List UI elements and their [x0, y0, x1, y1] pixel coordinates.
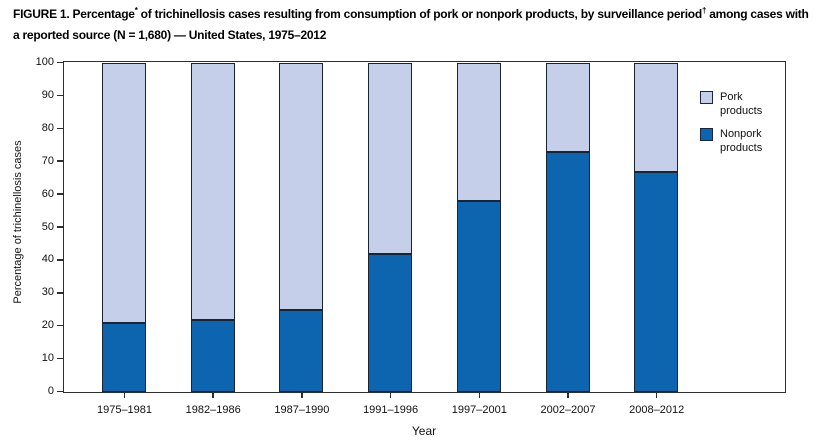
legend-item-pork: Pork products [700, 90, 780, 118]
y-tick-label: 80 [41, 121, 54, 134]
y-tick-mark [57, 193, 63, 195]
bar-segment-pork-products [190, 63, 235, 320]
y-tick-mark [57, 390, 63, 393]
y-tick-label: 40 [41, 253, 54, 266]
bar-segment-pork-products [102, 63, 146, 323]
y-tick-label: 100 [35, 56, 54, 68]
y-tick-mark [57, 160, 63, 162]
y-tick-mark [57, 357, 63, 360]
x-category-label: 2008–2012 [629, 404, 685, 416]
legend-label-nonpork: Nonpork products [720, 128, 763, 154]
y-tick-mark [57, 292, 63, 294]
x-category-label: 1997–2001 [451, 404, 507, 416]
bar-segment-pork-products [279, 63, 324, 310]
bar-segment-nonpork-products [456, 201, 501, 392]
legend-label-pork: Pork products [720, 91, 763, 117]
x-tick-mark [567, 393, 569, 398]
y-tick-label: 30 [41, 286, 54, 299]
x-category-label: 2002–2007 [540, 404, 596, 416]
figure-title-seg3: among cases with a reported source (N = … [13, 7, 809, 42]
y-tick-label: 0 [47, 385, 54, 397]
y-tick-mark [57, 94, 63, 97]
x-category-label: 1975–1981 [96, 404, 153, 416]
x-tick-mark [389, 393, 392, 398]
bar-segment-nonpork-products [279, 309, 324, 392]
bar-segment-pork-products [545, 63, 590, 152]
x-tick-mark [478, 393, 481, 398]
x-tick-mark [655, 393, 658, 398]
bar-1991–1996 [368, 62, 413, 392]
nonpork-swatch-icon [700, 128, 713, 141]
y-tick-label: 50 [41, 220, 54, 233]
y-tick-mark [57, 226, 63, 228]
plot-area [63, 61, 786, 393]
x-axis-title: Year [411, 424, 437, 438]
y-tick-mark [57, 127, 63, 130]
figure-title-seg2: of trichinellosis cases resulting from c… [137, 7, 703, 21]
y-tick-label: 70 [41, 154, 54, 167]
bar-2002–2007 [545, 62, 590, 392]
y-tick-mark [57, 259, 63, 261]
bar-1975–1981 [102, 62, 146, 392]
x-category-label: 1982–1986 [185, 404, 241, 416]
x-category-label: 1991–1996 [363, 404, 419, 416]
x-tick-mark [301, 393, 303, 398]
x-category-label: 1987–1990 [274, 404, 330, 416]
bar-segment-nonpork-products [102, 322, 146, 392]
dagger-superscript: † [701, 6, 707, 15]
y-tick-label: 10 [41, 352, 54, 365]
y-tick-label: 90 [41, 88, 54, 101]
figure-title-seg1: FIGURE 1. Percentage [13, 7, 135, 21]
bar-1997–2001 [456, 62, 501, 392]
bar-segment-nonpork-products [634, 171, 679, 392]
y-tick-label: 60 [41, 187, 54, 200]
x-tick-mark [212, 393, 214, 398]
pork-swatch-icon [700, 91, 713, 104]
bar-segment-nonpork-products [545, 151, 590, 392]
bar-1987–1990 [279, 62, 324, 392]
figure-title: FIGURE 1. Percentage* of trichinellosis … [13, 4, 813, 46]
bar-segment-pork-products [634, 63, 679, 172]
y-tick-mark [57, 61, 63, 64]
bar-segment-pork-products [456, 63, 501, 202]
bar-2008–2012 [634, 62, 679, 392]
y-tick-mark [57, 324, 63, 327]
bar-segment-nonpork-products [368, 253, 413, 392]
legend-item-nonpork: Nonpork products [700, 127, 780, 155]
bar-segment-nonpork-products [190, 319, 235, 392]
y-tick-label: 20 [41, 319, 54, 332]
x-tick-mark [123, 393, 126, 398]
legend: Pork products Nonpork products [700, 90, 780, 155]
asterisk-superscript: * [134, 6, 138, 15]
bar-segment-pork-products [368, 63, 413, 254]
bar-1982–1986 [190, 62, 235, 392]
